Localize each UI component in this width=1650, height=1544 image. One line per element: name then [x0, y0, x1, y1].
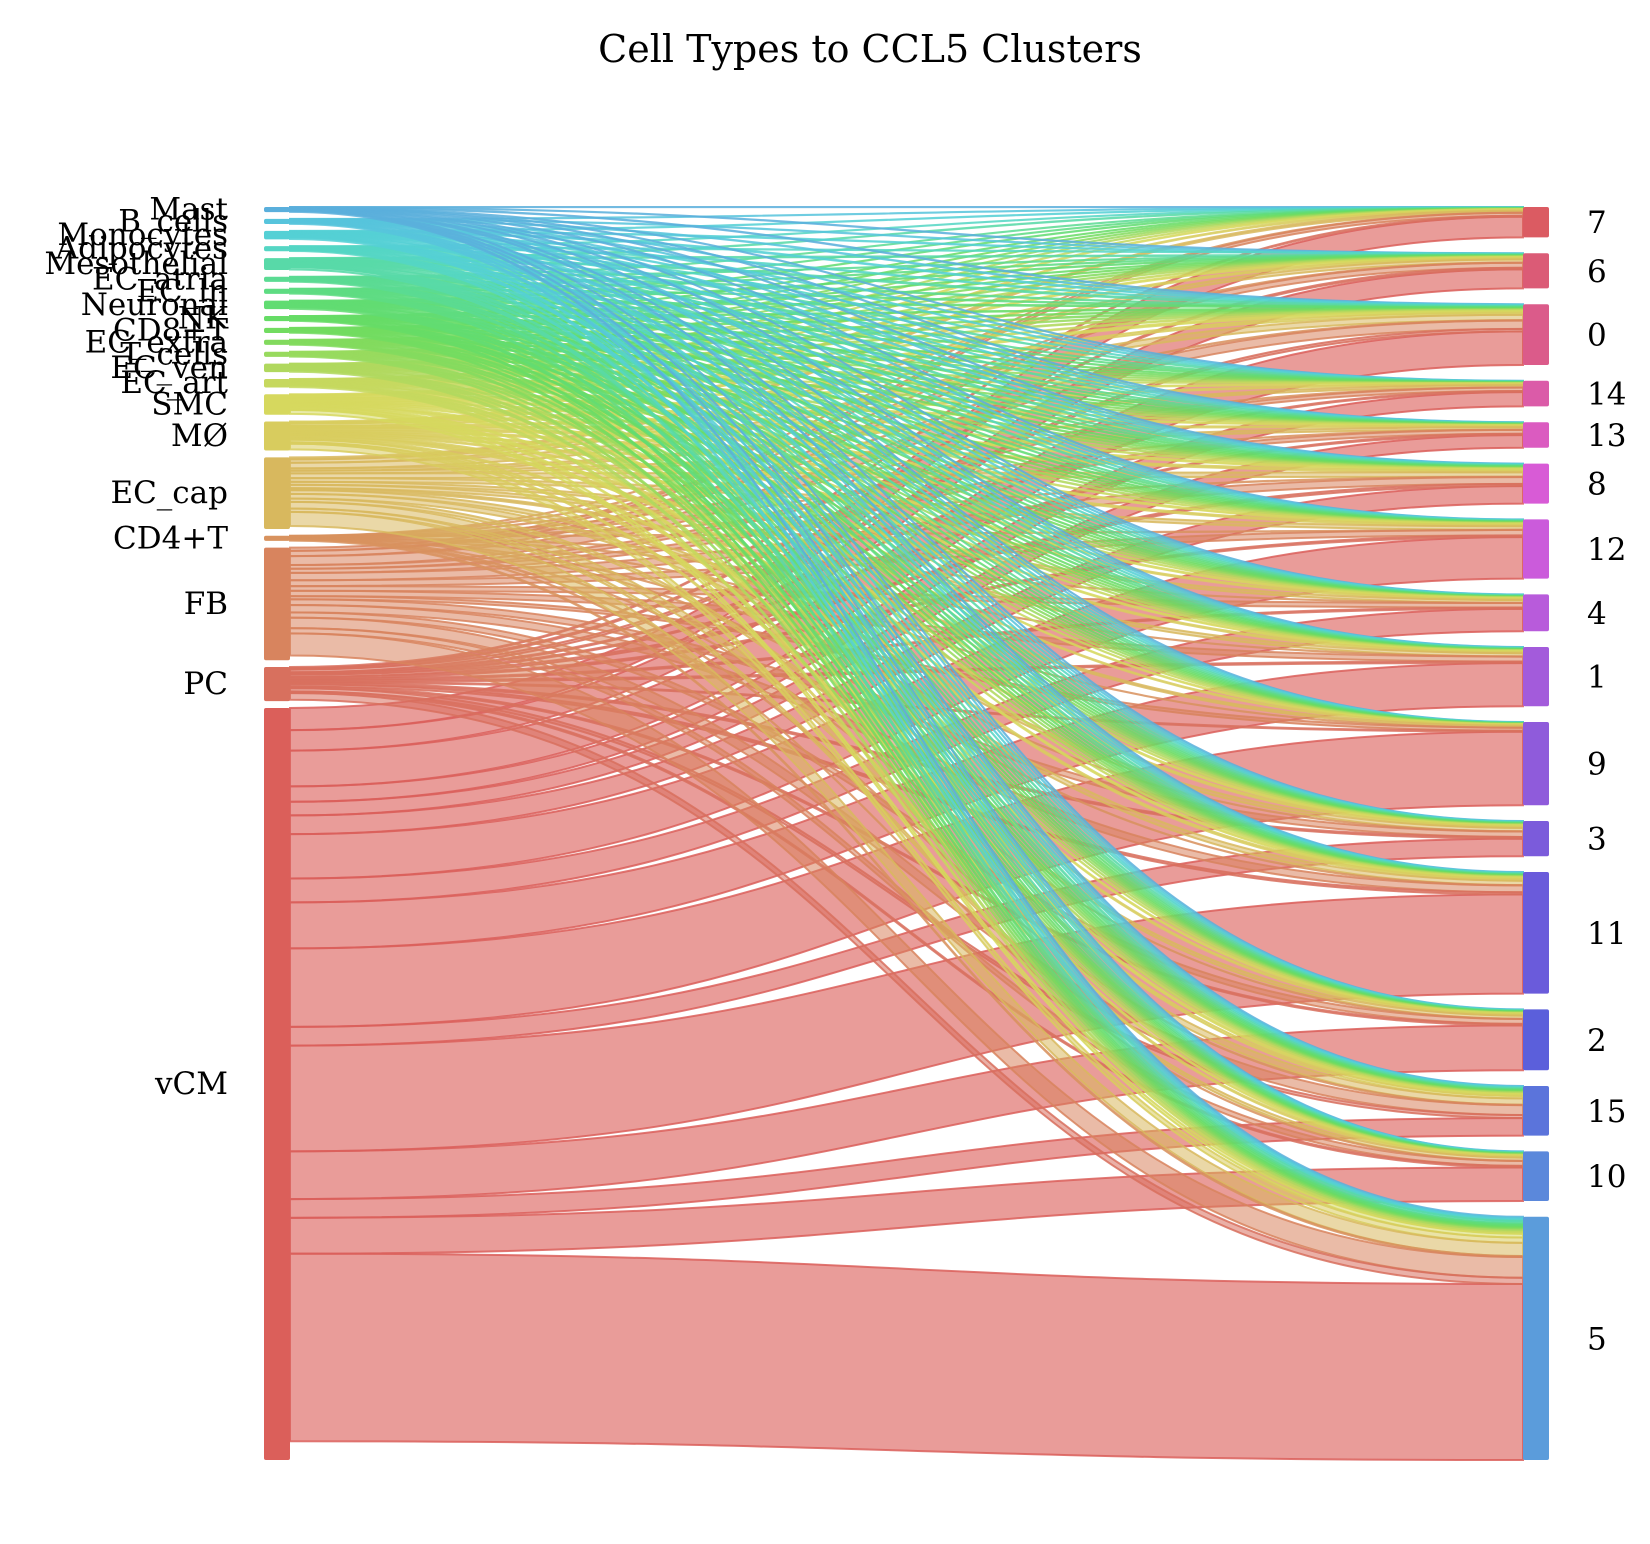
target-node-14 — [1523, 380, 1549, 407]
source-node-Neuronal — [264, 300, 290, 310]
source-nodes — [264, 207, 290, 1460]
target-label: 7 — [1587, 205, 1607, 241]
target-label: 5 — [1587, 1321, 1607, 1357]
target-node-1 — [1523, 647, 1549, 707]
source-node-EC_art — [264, 378, 290, 388]
target-label: 14 — [1587, 377, 1626, 413]
source-label: Neuronal — [81, 287, 228, 323]
target-label: 3 — [1587, 822, 1607, 858]
source-node-T_cells — [264, 351, 290, 357]
source-label: Mast — [149, 192, 228, 228]
target-node-7 — [1523, 207, 1549, 238]
target-node-0 — [1523, 304, 1549, 365]
target-node-12 — [1523, 519, 1549, 579]
target-node-3 — [1523, 821, 1549, 857]
source-label: PC — [183, 666, 228, 702]
source-label: EC_cap — [110, 475, 228, 511]
target-label: 0 — [1587, 318, 1607, 354]
source-node-vCM — [264, 707, 290, 1460]
source-node-EC_extra — [264, 339, 290, 345]
source-node-Adipocytes — [264, 246, 290, 252]
source-label: EC_ln — [136, 273, 228, 309]
source-node-B_cells — [264, 218, 290, 225]
flow-vCM-to-3 — [289, 837, 1524, 1047]
source-label: T_cells — [120, 336, 228, 372]
source-label: Monocytes — [57, 217, 228, 253]
source-node-PC — [264, 667, 290, 702]
source-node-CD8+T — [264, 327, 290, 334]
target-node-4 — [1523, 594, 1549, 632]
source-label: CD4+T — [113, 520, 228, 556]
chart-title: Cell Types to CCL5 Clusters — [598, 27, 1142, 71]
target-node-11 — [1523, 872, 1549, 994]
target-node-6 — [1523, 253, 1549, 289]
source-node-MØ — [264, 421, 290, 451]
target-label: 9 — [1587, 747, 1607, 783]
target-node-15 — [1523, 1086, 1549, 1136]
target-label: 13 — [1587, 418, 1626, 454]
source-node-Mesothelial — [264, 258, 290, 271]
source-node-FB — [264, 547, 290, 661]
source-label: B_cells — [118, 203, 228, 239]
source-node-NK — [264, 315, 290, 322]
flow-vCM-to-11 — [289, 893, 1524, 1153]
source-node-Mast — [264, 207, 290, 213]
source-node-EC_atria — [264, 276, 290, 282]
target-node-8 — [1523, 463, 1549, 504]
target-node-5 — [1523, 1216, 1549, 1460]
target-label: 8 — [1587, 467, 1607, 503]
source-label: EC_ven — [110, 350, 228, 386]
source-labels: MastB_cellsMonocytesAdipocytesMesothelia… — [44, 192, 228, 1102]
source-label: EC_atria — [92, 261, 228, 297]
flow-links — [289, 205, 1524, 1462]
target-node-10 — [1523, 1151, 1549, 1201]
target-label: 2 — [1587, 1023, 1607, 1059]
source-node-EC_ln — [264, 288, 290, 294]
source-label: SMC — [151, 387, 228, 423]
target-label: 4 — [1587, 596, 1607, 632]
flow-vCM-to-10 — [289, 1166, 1524, 1255]
source-node-CD4+T — [264, 535, 290, 541]
target-label: 12 — [1587, 532, 1626, 568]
source-label: CD8+T — [113, 312, 228, 348]
target-label: 10 — [1587, 1159, 1626, 1195]
source-node-Monocytes — [264, 230, 290, 240]
source-node-EC_ven — [264, 363, 290, 373]
flow-vCM-to-5 — [289, 1252, 1524, 1462]
target-node-9 — [1523, 722, 1549, 806]
source-label: NK — [178, 301, 229, 337]
target-nodes — [1523, 207, 1549, 1460]
source-label: EC_art — [120, 365, 228, 401]
source-node-EC_cap — [264, 457, 290, 529]
target-labels: 7 6 0 14 13 8 12 4 1 9 3 11 2 15 10 5 — [1587, 205, 1626, 1357]
target-label: 1 — [1587, 660, 1607, 696]
source-node-SMC — [264, 394, 290, 415]
source-label: Mesothelial — [44, 246, 228, 282]
target-label: 11 — [1587, 916, 1626, 952]
source-label: Adipocytes — [55, 231, 228, 267]
target-label: 15 — [1587, 1094, 1626, 1130]
target-label: 6 — [1587, 254, 1607, 290]
target-node-13 — [1523, 422, 1549, 448]
source-label: vCM — [154, 1066, 228, 1102]
source-label: FB — [184, 586, 228, 622]
source-label: EC_extra — [85, 324, 228, 360]
source-label: MØ — [171, 418, 228, 454]
target-node-2 — [1523, 1009, 1549, 1071]
